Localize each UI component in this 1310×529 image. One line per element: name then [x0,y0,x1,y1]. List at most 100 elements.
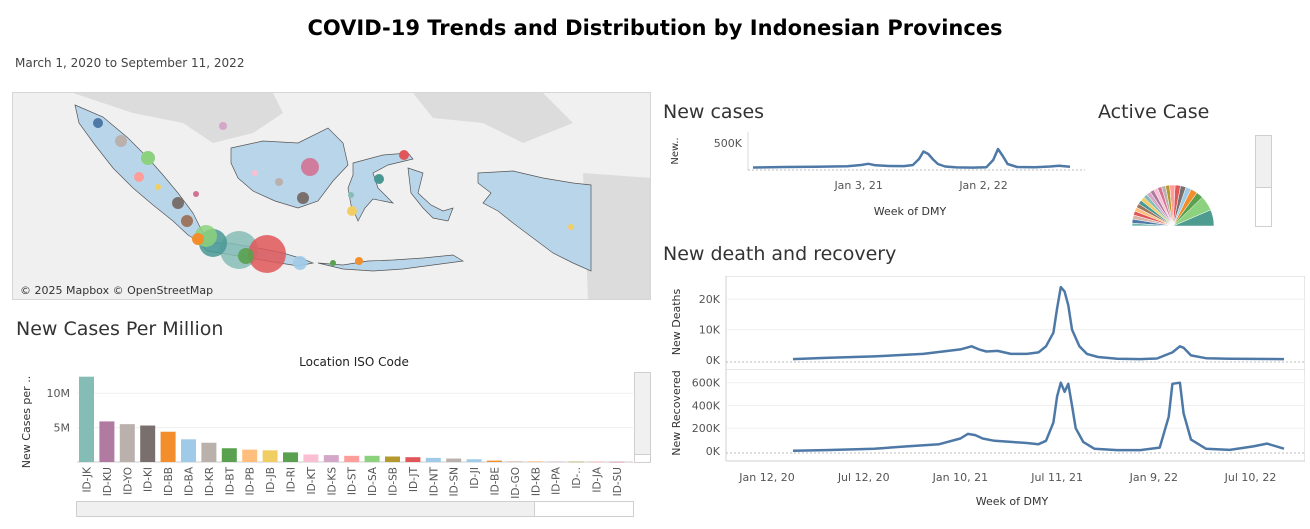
new-cases-series-line [752,147,1071,169]
bubble-ac [93,118,103,128]
x-tick-label: ID-SA [367,466,379,496]
x-tick-label: ID-JA [592,466,604,492]
x-tick-label: ID-BE [490,467,502,495]
bar-id-pa[interactable] [548,461,564,463]
bar-id-nt[interactable] [425,457,441,462]
map-canvas[interactable] [13,93,651,300]
bubble-gtn [374,174,384,184]
y-tick-label: 400K [692,399,721,412]
x-tick-label: ID-ST [347,466,359,495]
x-tick-label: Jan 2, 22 [958,179,1007,192]
x-tick-label: Jul 12, 20 [837,471,890,484]
new-cases-per-million-chart[interactable]: Location ISO Code New Cases per .. 5M 10M ID… [15,350,633,502]
bubble-ri [115,135,127,147]
y-tick-label: 600K [692,377,721,390]
pie-slice-id-ja[interactable] [1131,222,1174,227]
neighbor-land [73,93,650,299]
x-tick-label: Jan 12, 20 [738,471,794,484]
x-tick-label: ID-KU [102,467,114,496]
bar-id-kb[interactable] [527,461,543,462]
map-bubbles[interactable] [93,118,574,273]
bar-id-ri[interactable] [283,452,298,462]
bar-id-sb[interactable] [385,456,400,462]
bar-id-pb[interactable] [242,449,258,462]
bar-id-yo[interactable] [119,424,135,462]
bubble-jt [238,248,254,264]
bar-id-ji[interactable] [466,459,482,462]
x-tick-label: ID-SB [388,467,400,496]
bubble-sb [134,172,144,182]
x-axis-label: Week of DMY [874,205,947,218]
bar-id-jk[interactable] [79,376,94,462]
x-tick-label: ID-PB [245,467,257,496]
bar-id-ku[interactable] [99,421,115,462]
bubble-kt [301,158,319,176]
bar-id-ja[interactable] [589,461,604,463]
bar-vertical-scroll-thumb[interactable] [635,373,650,455]
y-tick-label: 10K [699,324,721,337]
x-tick-label: ID-JI [469,467,481,489]
bar-id-..[interactable] [568,461,584,463]
bubble-sr [355,257,363,265]
x-tick-label: ID-PA [551,466,563,495]
dashboard-title: COVID-19 Trends and Distribution by Indo… [307,16,1003,40]
bubble-nt [330,260,336,266]
bar-id-..[interactable] [629,461,633,463]
bar-id-ks[interactable] [323,455,339,462]
bar-id-kr[interactable] [201,442,217,462]
bar-chart-header: Location ISO Code [299,355,409,369]
bar-id-su[interactable] [609,461,625,463]
y-tick-label: 5M [54,422,71,435]
active-case-scroll-thumb[interactable] [1256,136,1271,188]
bubble-su [141,151,155,165]
map-attribution[interactable]: © 2025 Mapbox © OpenStreetMap [20,284,214,297]
x-tick-label: Jul 10, 22 [1224,471,1277,484]
bar-id-bt[interactable] [221,448,237,462]
x-tick-label: ID-BT [224,466,236,495]
kalimantan [230,127,349,209]
x-tick-label: ID-KB [530,467,542,496]
x-tick-label: ID-YO [122,467,134,495]
new-cases-chart[interactable]: New.. 500K Jan 3, 21 Jan 2, 22 Week of DMY [660,128,1090,223]
bar-id-ki[interactable] [140,425,156,462]
x-tick-label: Jul 11, 21 [1030,471,1083,484]
indonesia-map[interactable] [12,92,651,300]
bubble-ss [181,215,193,227]
y-axis-label: New Deaths [670,288,683,355]
bar-horizontal-scroll-thumb[interactable] [77,502,535,516]
y-tick-label: 10M [47,387,71,400]
new-recovered-chart[interactable]: New Recovered 0K 200K 400K 600K Jan 12, 20 Jul… [660,369,1305,519]
bar-horizontal-scrollbar[interactable] [76,501,634,517]
x-tick-label: ID-RI [286,467,298,492]
bar-id-kt[interactable] [303,454,319,462]
bar-id-jb[interactable] [262,450,278,462]
sulawesi [347,152,414,222]
bar-id-st[interactable] [344,455,360,462]
maluku [407,167,454,222]
x-tick-label: ID-KR [204,467,216,496]
x-tick-label: ID-NT [428,466,440,496]
y-tick-label: 200K [692,422,721,435]
bubble-ji [293,256,307,270]
x-tick-label: ID-BB [163,467,175,496]
bubble-ja [155,184,161,190]
bubble-jb [248,235,286,273]
bubble-ks2 [252,170,258,176]
bar-vertical-scrollbar[interactable] [634,372,651,463]
bar-id-bb[interactable] [160,431,176,462]
x-tick-label: ID-JT [408,466,420,492]
bar-id-ba[interactable] [181,439,196,462]
active-case-pie-chart[interactable] [1130,170,1220,230]
bar-id-jt[interactable] [405,457,421,462]
x-tick-label: ID-BA [184,466,196,496]
bar-id-go[interactable] [507,461,523,462]
bubble-kb [193,191,199,197]
bar-id-sn[interactable] [446,458,462,462]
x-tick-label: Jan 10, 21 [932,471,988,484]
new-deaths-chart[interactable]: New Deaths 0K 10K 20K [660,276,1305,370]
bar-id-be[interactable] [487,460,502,462]
bar-id-sa[interactable] [364,455,380,462]
active-case-scrollbar[interactable] [1255,135,1272,227]
active-case-title: Active Case [1098,101,1210,123]
new-death-recovery-title: New death and recovery [663,243,897,265]
